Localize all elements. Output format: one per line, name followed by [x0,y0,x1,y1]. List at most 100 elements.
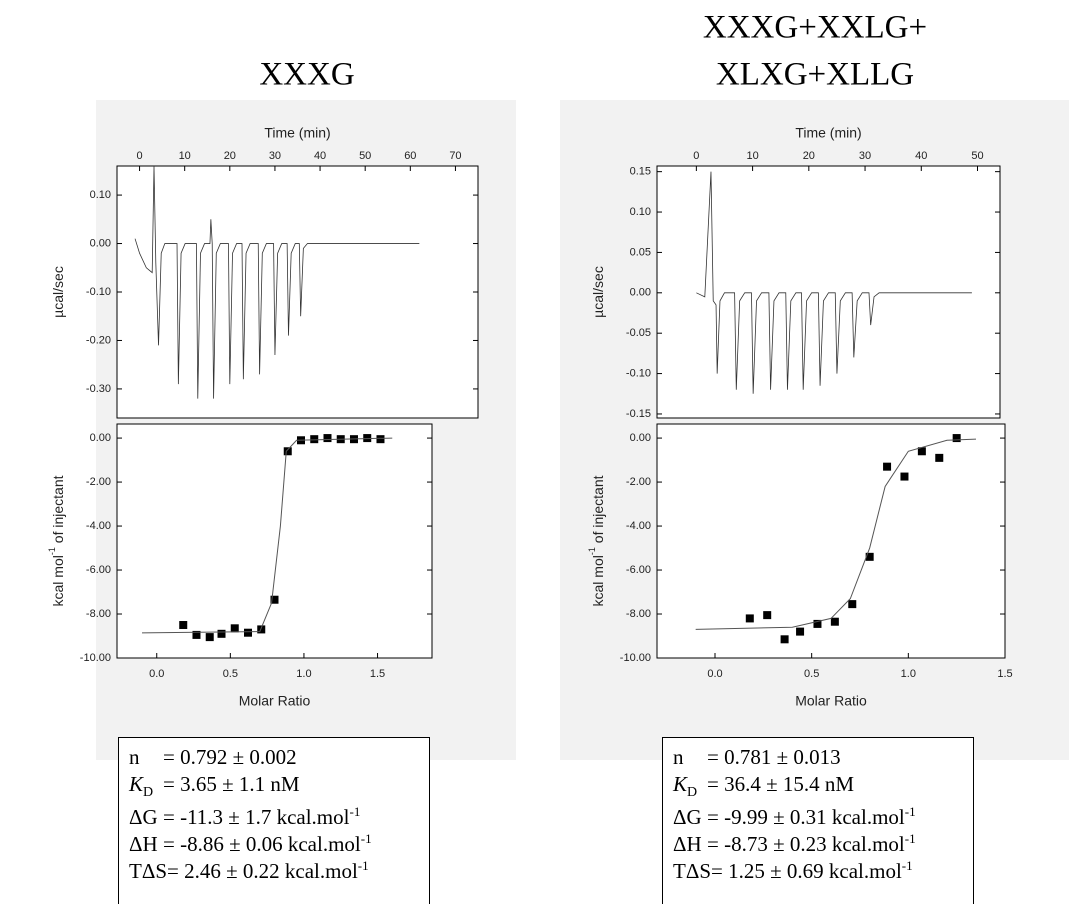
y-tick-label: -0.10 [86,286,111,298]
data-point [270,595,279,604]
parameter-symbol-wrap: KD [129,771,163,806]
data-point [323,434,332,443]
parameter-unit-exponent: -1 [904,831,916,846]
parameter-symbol-wrap: ΔG [129,804,163,831]
plot-frame [656,165,1001,419]
data-point [363,434,372,443]
data-line [134,166,420,399]
x-tick-label: 0.5 [223,668,238,680]
plot-frame [116,165,479,419]
parameter-symbol-wrap: n [129,744,163,771]
y-tick-label: -0.05 [626,327,651,339]
parameter-row: ΔH = -8.86 ± 0.06 kcal.mol-1 [129,825,429,856]
x-tick-label: 0 [137,150,143,162]
x-tick-label: 40 [915,150,927,162]
parameter-symbol-wrap: TΔS [129,858,167,885]
data-point [883,462,892,471]
y-tick-label: 0.10 [90,189,111,201]
x-tick-label: 20 [803,150,815,162]
parameter-unit-exponent: -1 [357,858,369,873]
data-point [763,611,772,620]
y-tick-label: 0.00 [90,237,111,249]
y-tick-label: -10.00 [80,652,111,664]
data-point [244,628,253,637]
x-tick-label: 0.0 [149,668,164,680]
parameter-symbol: TΔS [129,859,168,883]
parameter-row: ΔG = -9.99 ± 0.31 kcal.mol-1 [673,798,973,829]
parameter-symbol-wrap: ΔH [673,831,707,858]
y-tick-label: -8.00 [626,608,651,620]
data-point [848,600,857,609]
y-axis-label-part: of injectant [50,475,66,547]
y-tick-label: 0.00 [630,287,651,299]
parameter-symbol-wrap: TΔS [673,858,711,885]
x-tick-label: 30 [269,150,281,162]
y-axis-label-part: µcal/sec [590,266,606,318]
y-tick-label: -2.00 [626,476,651,488]
x-tick-label: 60 [404,150,416,162]
y-axis-label-part: kcal mol [590,555,606,606]
data-point [796,627,805,636]
x-tick-label: 10 [746,150,758,162]
data-line [695,438,977,630]
x-tick-label: 1.0 [296,668,311,680]
parameter-symbol: ΔH [673,832,702,856]
y-tick-label: 0.15 [630,166,651,178]
data-point [257,625,266,634]
y-axis-label-part: µcal/sec [50,266,66,318]
y-axis-label: kcal mol-1 of injectant [587,475,605,606]
panel-title: XXXG+XXLG+ [703,10,927,46]
parameter-row: n = 0.792 ± 0.002 [129,744,429,771]
parameter-symbol: n [129,745,140,769]
data-point [283,447,292,456]
parameter-value: = 0.792 ± 0.002 [163,745,297,769]
parameter-row: ΔG = -11.3 ± 1.7 kcal.mol-1 [129,798,429,829]
parameter-value: = -11.3 ± 1.7 kcal.mol [163,805,350,829]
data-line [142,437,393,634]
parameter-row: KD = 36.4 ± 15.4 nM [673,771,973,800]
data-point [376,435,385,444]
x-tick-label: 0.0 [707,668,722,680]
parameter-unit-exponent: -1 [349,804,361,819]
y-tick-label: 0.10 [630,206,651,218]
parameter-symbol: K [673,772,688,796]
panel-title: XXXG [259,57,354,93]
parameter-symbol-wrap: ΔG [673,804,707,831]
parameter-value: = 0.781 ± 0.013 [707,745,841,769]
data-point [745,614,754,623]
data-point [192,630,201,639]
data-point [917,447,926,456]
y-axis-label-part: -1 [587,547,597,555]
parameter-box: n = 0.792 ± 0.002 KD = 3.65 ± 1.1 nM ΔG = -11… [118,737,430,904]
y-axis-label-part: kcal mol [50,555,66,606]
y-tick-label: -6.00 [626,564,651,576]
x-tick-label: 70 [449,150,461,162]
y-tick-label: -0.10 [626,367,651,379]
data-point [205,633,214,642]
parameter-value: = 36.4 ± 15.4 nM [707,772,855,796]
x-tick-label: 1.5 [997,668,1012,680]
parameter-subscript: D [143,785,154,801]
parameter-symbol-wrap: n [673,744,707,771]
y-axis-label-part: -1 [47,547,57,555]
data-point [900,472,909,481]
parameter-value: = 3.65 ± 1.1 nM [163,772,300,796]
parameter-unit-exponent: -1 [360,831,372,846]
parameter-row: ΔH = -8.73 ± 0.23 kcal.mol-1 [673,825,973,856]
parameter-symbol: ΔH [129,832,158,856]
x-tick-label: 50 [971,150,983,162]
parameter-unit-exponent: -1 [901,858,913,873]
y-tick-label: -4.00 [626,520,651,532]
parameter-box: n = 0.781 ± 0.013 KD = 36.4 ± 15.4 nM ΔG = -9… [662,737,974,904]
x-tick-label: 1.0 [901,668,916,680]
data-point [865,552,874,561]
data-point [935,453,944,462]
parameter-value: = 2.46 ± 0.22 kcal.mol [167,859,358,883]
x-tick-label: 0.5 [804,668,819,680]
y-tick-label: -0.20 [86,334,111,346]
y-tick-label: -10.00 [620,652,651,664]
data-point [830,617,839,626]
parameter-unit-exponent: -1 [904,804,916,819]
